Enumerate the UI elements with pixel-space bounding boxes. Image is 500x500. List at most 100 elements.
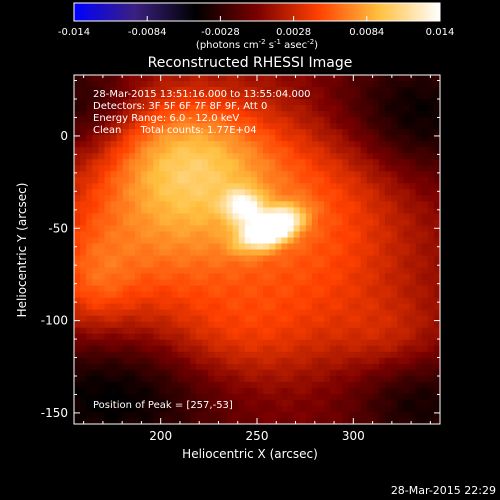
heatmap-cell (263, 225, 270, 232)
heatmap-cell (299, 297, 307, 305)
heatmap-cell (391, 189, 398, 196)
heatmap-cell (244, 243, 252, 250)
heatmap-cell (427, 183, 435, 190)
heatmap-cell (244, 351, 252, 359)
heatmap-cell (257, 327, 264, 335)
heatmap-cell (92, 387, 99, 395)
heatmap-cell (379, 279, 386, 287)
heatmap-cell (159, 159, 166, 166)
heatmap-cell (141, 153, 148, 160)
heatmap-cell (427, 99, 435, 106)
heatmap-cell (232, 267, 240, 274)
heatmap-cell (202, 411, 209, 419)
heatmap-cell (263, 357, 270, 365)
heatmap-cell (299, 213, 307, 220)
heatmap-cell (135, 375, 142, 383)
heatmap-cell (311, 213, 319, 220)
heatmap-cell (189, 345, 197, 353)
heatmap-cell (372, 315, 380, 323)
heatmap-cell (305, 249, 313, 256)
heatmap-cell (318, 387, 325, 395)
heatmap-cell (244, 195, 252, 202)
heatmap-cell (110, 153, 118, 160)
heatmap-cell (208, 375, 215, 383)
heatmap-cell (250, 171, 258, 178)
heatmap-cell (324, 147, 331, 154)
heatmap-cell (244, 339, 252, 347)
heatmap-cell (159, 279, 166, 287)
heatmap-cell (159, 249, 166, 256)
heatmap-cell (427, 159, 435, 166)
heatmap-cell (269, 357, 276, 365)
heatmap-cell (342, 351, 349, 359)
heatmap-cell (153, 207, 160, 214)
heatmap-cell (318, 279, 325, 287)
heatmap-cell (232, 195, 240, 202)
heatmap-cell (427, 309, 435, 317)
heatmap-cell (403, 387, 410, 395)
heatmap-cell (177, 369, 185, 377)
heatmap-cell (208, 141, 215, 148)
heatmap-cell (165, 309, 172, 317)
heatmap-cell (342, 363, 349, 371)
heatmap-cell (391, 387, 398, 395)
heatmap-cell (177, 111, 185, 118)
heatmap-cell (275, 357, 282, 365)
heatmap-cell (244, 297, 252, 305)
heatmap-cell (433, 87, 440, 94)
heatmap-cell (263, 387, 270, 395)
heatmap-cell (98, 225, 105, 232)
heatmap-cell (372, 303, 380, 311)
heatmap-cell (281, 237, 288, 244)
heatmap-cell (287, 111, 294, 118)
heatmap-cell (324, 297, 331, 305)
heatmap-cell (385, 123, 392, 130)
heatmap-cell (232, 135, 240, 142)
heatmap-cell (86, 333, 93, 341)
heatmap-cell (226, 405, 233, 413)
heatmap-cell (165, 417, 172, 424)
heatmap-cell (299, 129, 307, 136)
heatmap-cell (122, 357, 130, 365)
heatmap-cell (427, 153, 435, 160)
heatmap-cell (171, 141, 179, 148)
heatmap-cell (128, 123, 136, 130)
heatmap-cell (250, 357, 258, 365)
heatmap-cell (415, 237, 423, 244)
heatmap-cell (391, 303, 398, 311)
heatmap-cell (299, 81, 307, 88)
heatmap-cell (202, 267, 209, 274)
heatmap-cell (415, 405, 423, 413)
heatmap-cell (92, 345, 99, 353)
heatmap-cell (348, 261, 355, 268)
heatmap-cell (183, 195, 191, 202)
heatmap-cell (165, 279, 172, 287)
heatmap-cell (385, 147, 392, 154)
heatmap-cell (366, 159, 374, 166)
heatmap-cell (135, 183, 142, 190)
heatmap-cell (171, 273, 179, 280)
heatmap-cell (397, 93, 404, 100)
heatmap-cell (336, 237, 343, 244)
heatmap-cell (238, 243, 246, 250)
heatmap-cell (275, 99, 282, 106)
heatmap-cell (311, 357, 319, 365)
heatmap-cell (250, 369, 258, 377)
heatmap-cell (433, 411, 440, 419)
heatmap-cell (342, 375, 349, 383)
heatmap-cell (372, 273, 380, 280)
heatmap-cell (354, 117, 362, 124)
heatmap-cell (293, 147, 301, 154)
heatmap-cell (153, 255, 160, 262)
heatmap-cell (141, 195, 148, 202)
heatmap-cell (287, 285, 294, 293)
heatmap-cell (293, 321, 301, 329)
heatmap-cell (165, 267, 172, 274)
heatmap-cell (293, 201, 301, 208)
heatmap-cell (311, 345, 319, 353)
heatmap-cell (385, 285, 392, 293)
heatmap-cell (92, 411, 99, 419)
heatmap-cell (293, 261, 301, 268)
heatmap-cell (311, 231, 319, 238)
heatmap-cell (269, 81, 276, 88)
